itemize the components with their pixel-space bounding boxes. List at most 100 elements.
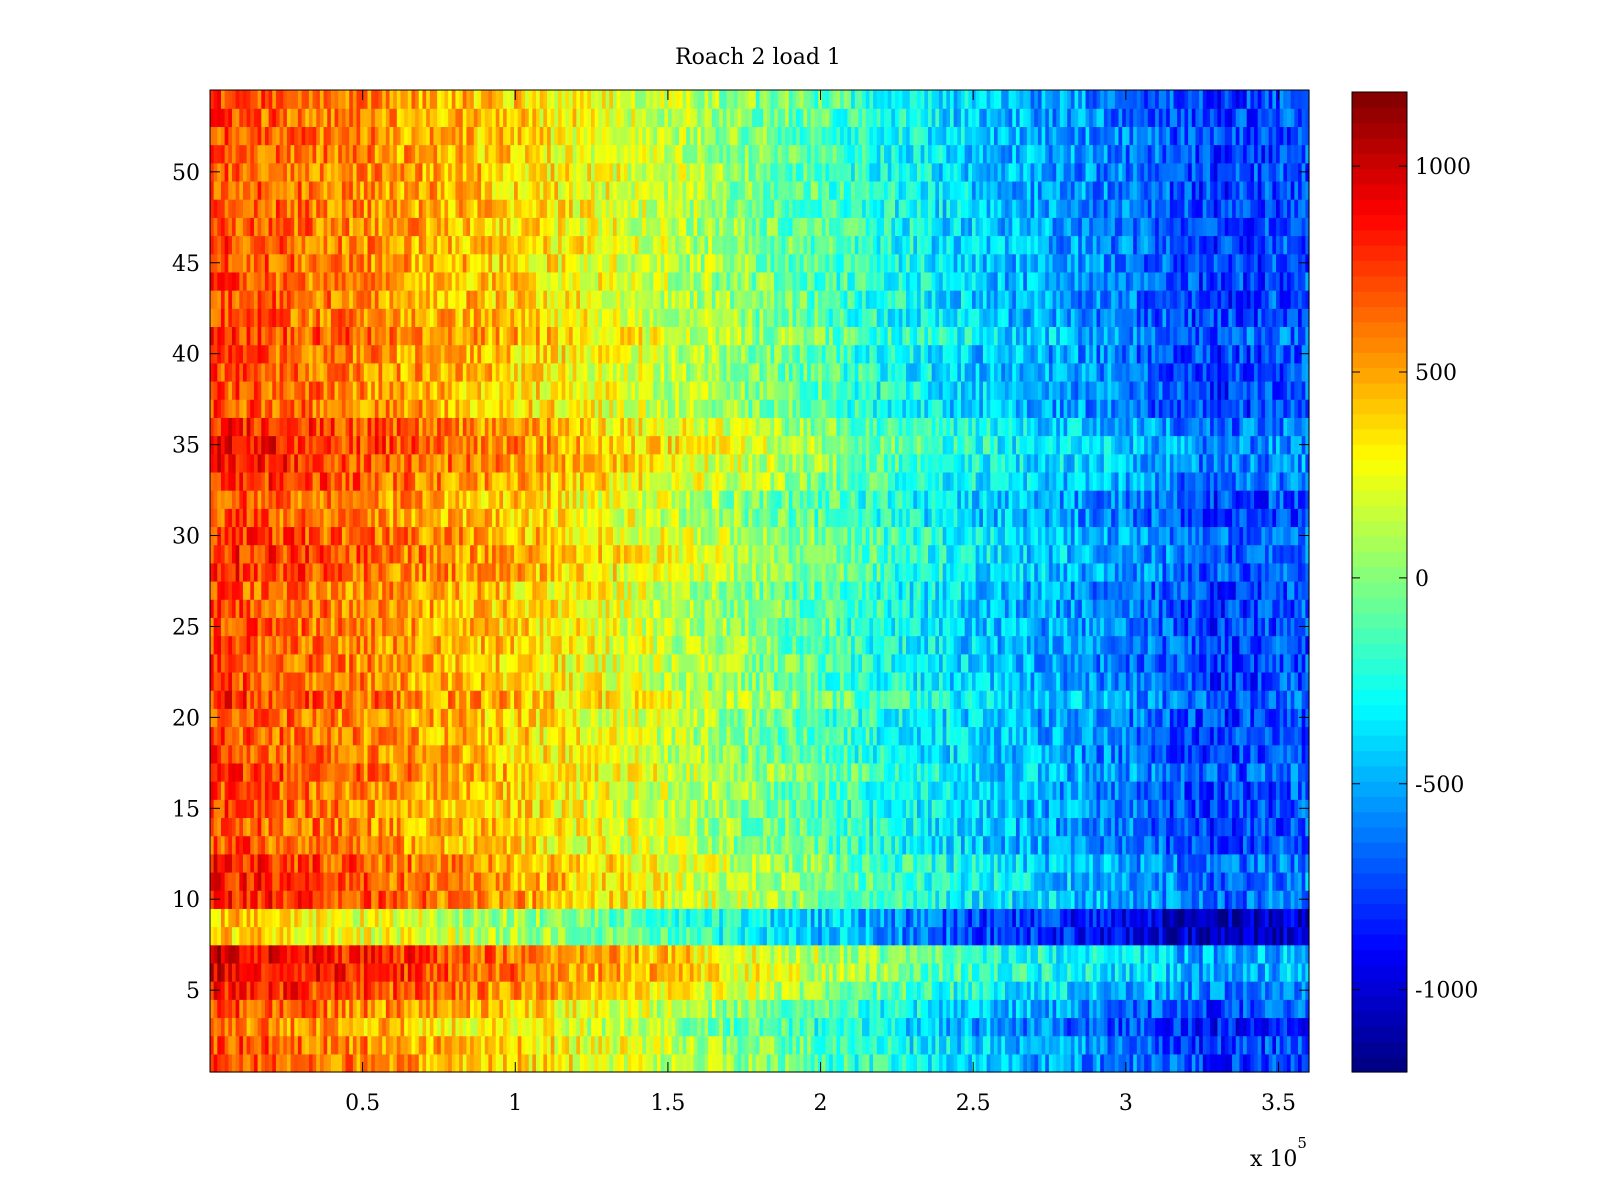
heatmap-cell	[895, 999, 900, 1019]
heatmap-cell	[272, 762, 277, 782]
heatmap-cell	[693, 1017, 698, 1037]
heatmap-cell	[1177, 1035, 1182, 1055]
heatmap-cell	[895, 944, 900, 964]
heatmap-cell	[473, 890, 479, 909]
heatmap-cell	[547, 926, 552, 946]
heatmap-cell	[1169, 908, 1175, 928]
heatmap-cell	[382, 999, 387, 1019]
heatmap-cell	[224, 999, 229, 1019]
heatmap-cell	[726, 817, 731, 837]
heatmap-cell	[1301, 999, 1306, 1019]
heatmap-cell	[1224, 835, 1229, 855]
heatmap-cell	[957, 781, 962, 800]
heatmap-cell	[1305, 1017, 1310, 1037]
heatmap-cell	[305, 799, 310, 819]
heatmap-cell	[686, 944, 691, 964]
heatmap-cell	[884, 1017, 889, 1037]
heatmap-cell	[1067, 890, 1072, 909]
heatmap-cell	[928, 926, 933, 946]
heatmap-cell	[744, 762, 750, 782]
heatmap-cell	[1210, 853, 1215, 873]
heatmap-cell	[1180, 853, 1186, 873]
heatmap-cell	[279, 871, 284, 891]
heatmap-cell	[880, 944, 885, 964]
heatmap-cell	[755, 1017, 761, 1037]
heatmap-cell	[528, 999, 533, 1019]
heatmap-cell	[924, 908, 929, 928]
heatmap-cell	[1026, 1053, 1032, 1073]
heatmap-cell	[356, 908, 361, 928]
heatmap-cell	[1268, 871, 1273, 891]
heatmap-cell	[235, 853, 240, 873]
heatmap-cell	[422, 762, 427, 782]
heatmap-cell	[378, 944, 383, 964]
heatmap-cell	[1074, 890, 1079, 909]
heatmap-cell	[1162, 781, 1167, 800]
heatmap-cell	[1008, 799, 1013, 819]
heatmap-cell	[1206, 1017, 1211, 1037]
heatmap-cell	[708, 1035, 713, 1055]
heatmap-cell	[601, 871, 607, 891]
heatmap-cell	[832, 1017, 838, 1037]
heatmap-cell	[257, 1053, 262, 1073]
heatmap-cell	[367, 890, 372, 909]
heatmap-cell	[462, 926, 468, 946]
heatmap-cell	[656, 908, 662, 928]
heatmap-cell	[363, 1053, 369, 1073]
heatmap-cell	[832, 1035, 838, 1055]
heatmap-cell	[283, 817, 288, 837]
heatmap-cell	[851, 1053, 856, 1073]
heatmap-cell	[891, 981, 896, 1000]
heatmap-cell	[1085, 962, 1090, 982]
heatmap-cell	[770, 999, 775, 1019]
heatmap-cell	[913, 799, 918, 819]
heatmap-cell	[990, 999, 995, 1019]
heatmap-cell	[543, 799, 548, 819]
heatmap-cell	[235, 817, 240, 837]
heatmap-cell	[653, 962, 658, 982]
heatmap-cell	[1301, 1053, 1306, 1073]
heatmap-cell	[437, 999, 442, 1019]
heatmap-cell	[1085, 908, 1090, 928]
heatmap-cell	[1184, 962, 1189, 982]
heatmap-cell	[1166, 835, 1171, 855]
heatmap-cell	[495, 781, 500, 800]
heatmap-cell	[396, 817, 402, 837]
heatmap-cell	[1199, 1017, 1204, 1037]
heatmap-cell	[873, 853, 878, 873]
heatmap-cell	[829, 981, 834, 1000]
heatmap-cell	[499, 799, 504, 819]
heatmap-cell	[620, 817, 625, 837]
heatmap-cell	[836, 799, 841, 819]
heatmap-cell	[1228, 799, 1233, 819]
heatmap-cell	[1096, 799, 1101, 819]
heatmap-cell	[440, 871, 446, 891]
heatmap-cell	[319, 817, 325, 837]
heatmap-cell	[257, 799, 262, 819]
heatmap-cell	[851, 1035, 856, 1055]
heatmap-cell	[385, 944, 391, 964]
heatmap-cell	[949, 781, 955, 800]
heatmap-cell	[242, 999, 248, 1019]
heatmap-cell	[1004, 1053, 1010, 1073]
heatmap-cell	[763, 926, 768, 946]
heatmap-cell	[477, 890, 482, 909]
heatmap-cell	[664, 944, 669, 964]
heatmap-cell	[737, 835, 742, 855]
heatmap-cell	[363, 853, 369, 873]
heatmap-cell	[986, 853, 991, 873]
heatmap-cell	[1254, 781, 1259, 800]
heatmap-cell	[528, 962, 533, 982]
heatmap-cell	[543, 890, 548, 909]
heatmap	[210, 90, 1310, 1073]
heatmap-cell	[492, 944, 497, 964]
heatmap-cell	[367, 871, 372, 891]
heatmap-cell	[645, 1053, 651, 1073]
heatmap-cell	[1173, 908, 1178, 928]
heatmap-cell	[374, 835, 380, 855]
heatmap-cell	[239, 999, 244, 1019]
heatmap-cell	[246, 962, 251, 982]
heatmap-cell	[829, 1017, 834, 1037]
heatmap-cell	[1151, 1053, 1156, 1073]
heatmap-cell	[264, 762, 270, 782]
